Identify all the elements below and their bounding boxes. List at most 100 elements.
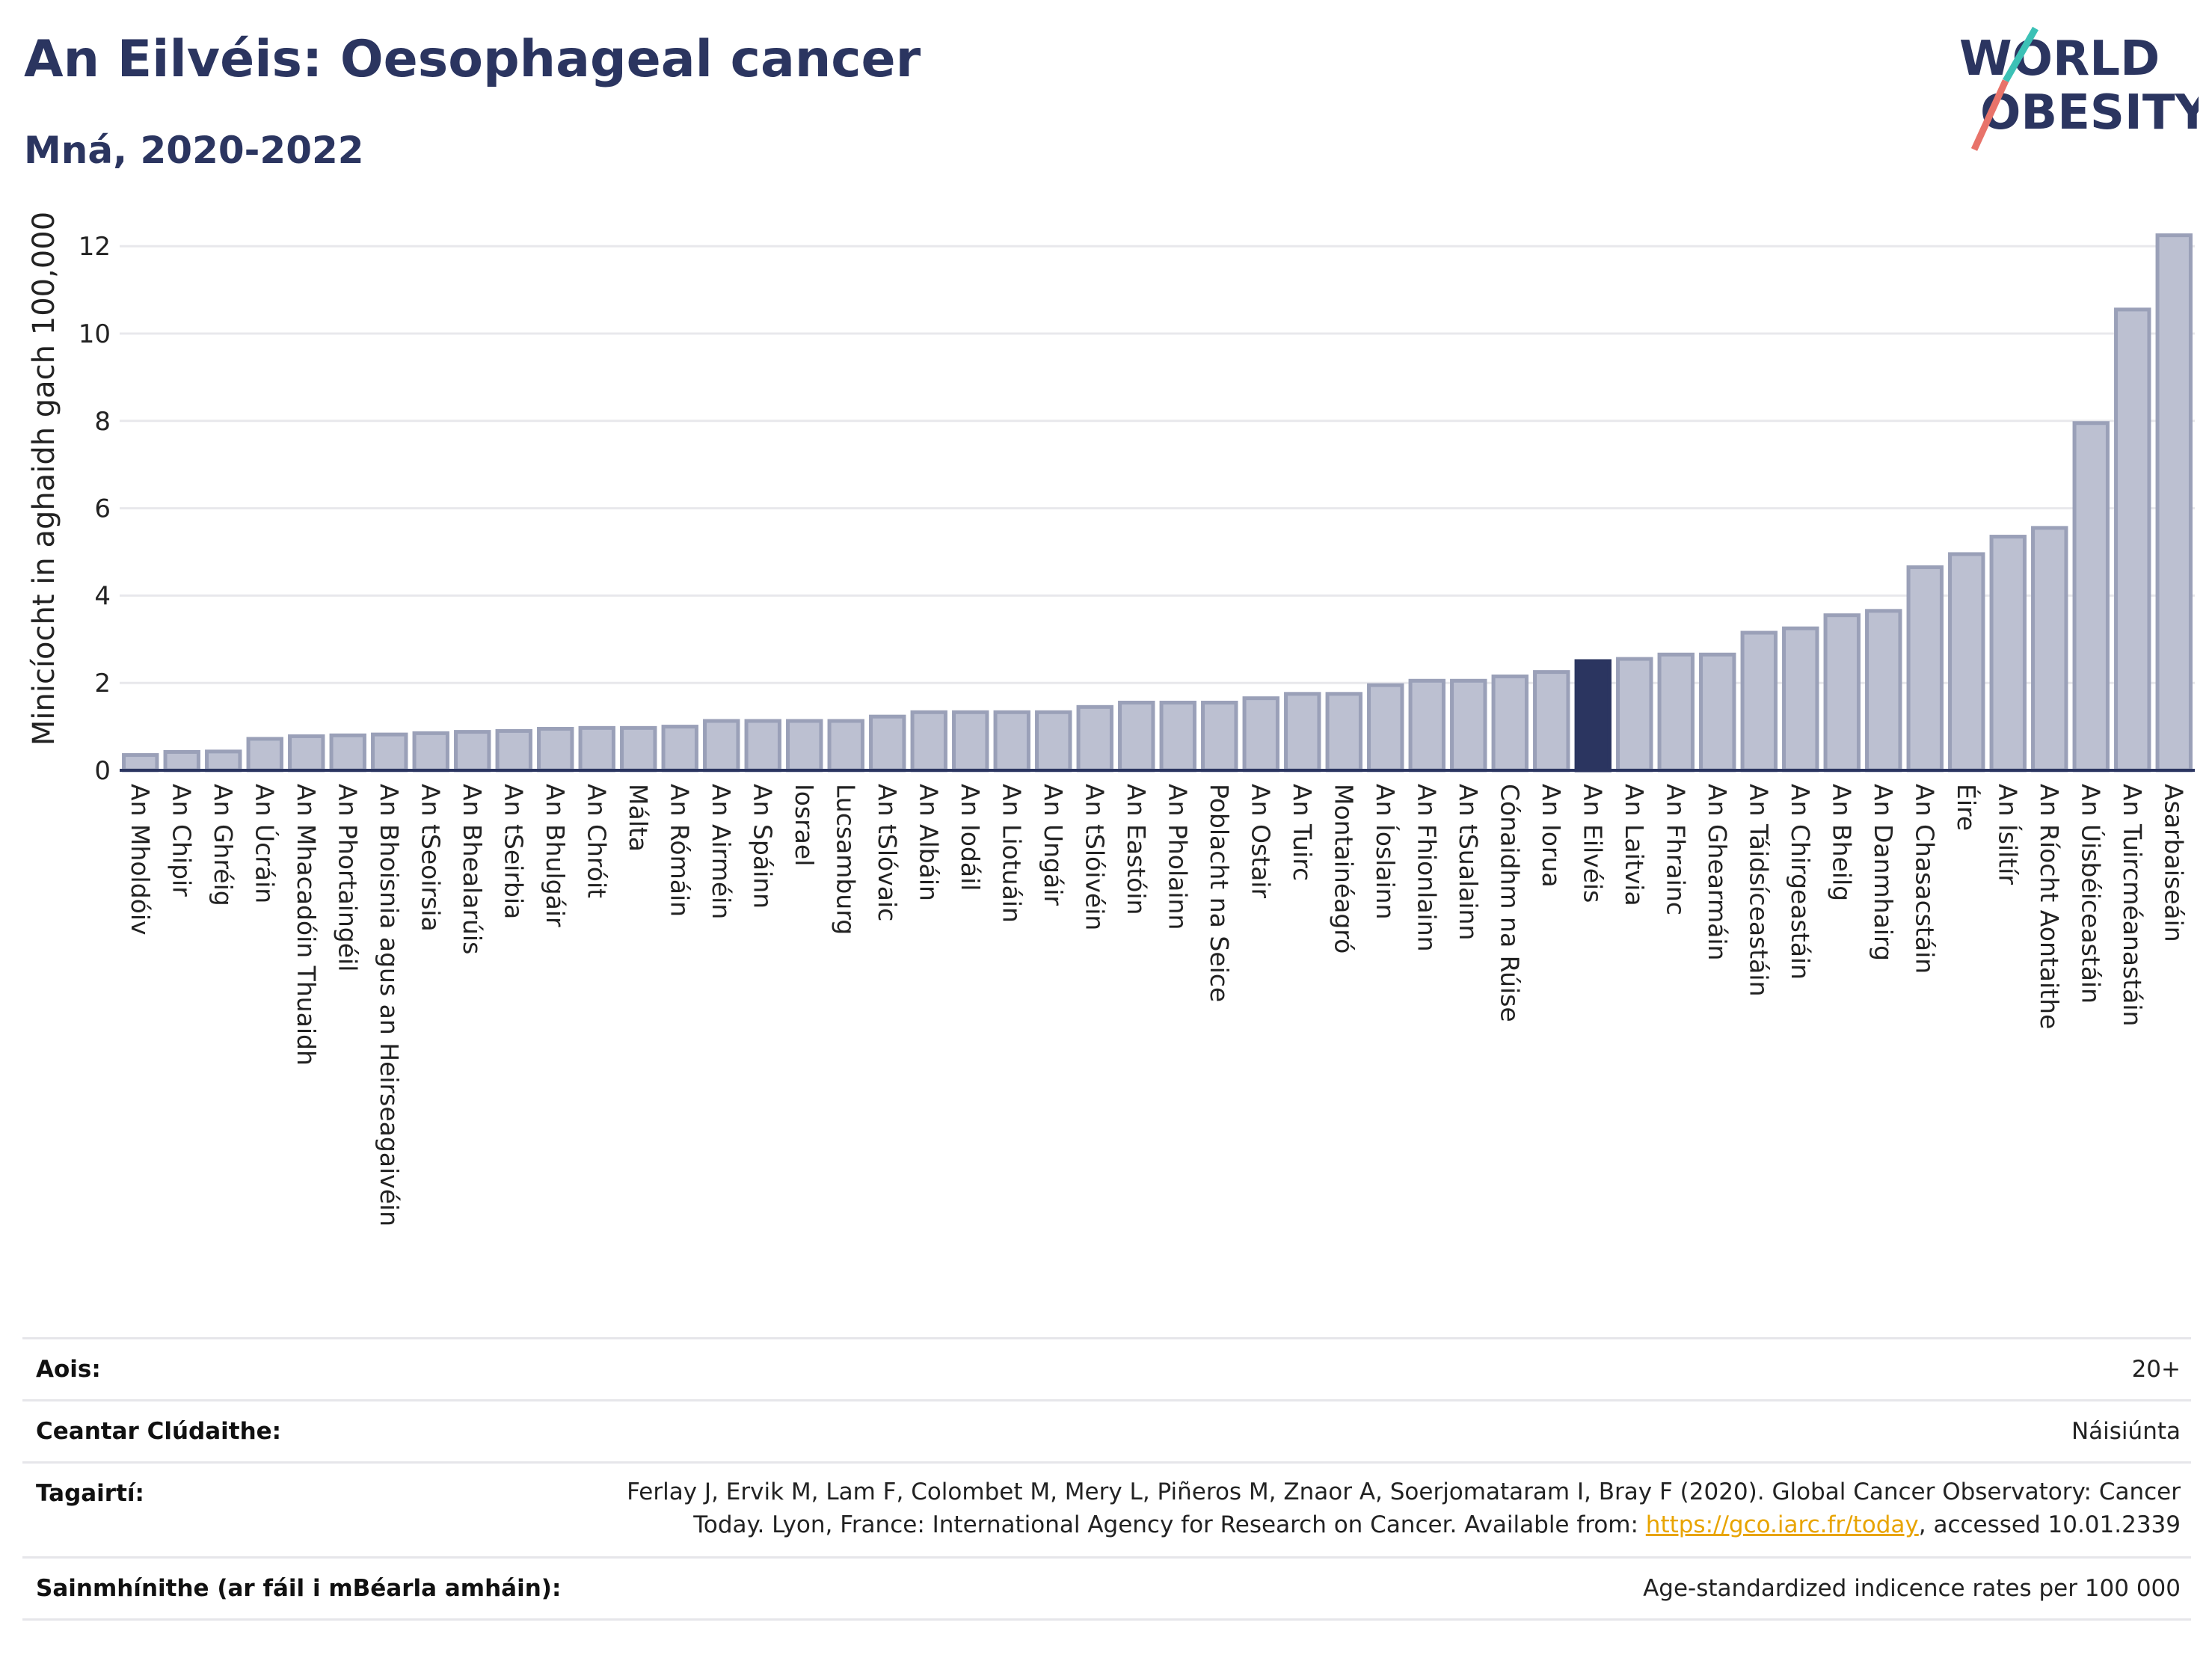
x-tick-label: An Iodáil	[956, 784, 985, 891]
x-tick-label: An Ostair	[1246, 784, 1275, 898]
y-tick-label: 0	[94, 756, 111, 786]
x-tick-label: An Pholainn	[1163, 784, 1192, 930]
x-tick-label: An Bhulgáir	[541, 784, 570, 927]
x-tick-label: Éire	[1952, 784, 1982, 831]
footer-key: Sainmhínithe (ar fáil i mBéarla amháin):	[36, 1575, 562, 1602]
bar	[1284, 692, 1321, 773]
bar	[495, 728, 532, 773]
bar	[869, 714, 906, 773]
x-tick-label: An Ghearmáin	[1703, 784, 1732, 960]
bar	[661, 725, 698, 773]
bar	[163, 749, 200, 773]
x-tick-label: An Bheilg	[1827, 784, 1856, 901]
y-tick-label: 6	[94, 494, 111, 524]
x-tick-label: An Íoslainn	[1371, 784, 1401, 919]
bar	[371, 732, 408, 773]
bar	[578, 725, 615, 773]
x-tick-label: An Iorua	[1537, 784, 1566, 888]
x-tick-label: An Liotuáin	[997, 784, 1026, 923]
bar	[1325, 692, 1362, 773]
x-tick-label: An Fhionlainn	[1412, 784, 1441, 952]
x-tick-label: Montainéagró	[1329, 784, 1358, 954]
bar	[1989, 535, 2027, 773]
x-tick-label: Málta	[624, 784, 653, 852]
bar	[1699, 652, 1736, 773]
footer-row-coverage: Ceantar Clúdaithe: Náisiúnta	[22, 1399, 2191, 1461]
bar	[1035, 710, 1072, 773]
bar	[1657, 652, 1695, 773]
bar	[2072, 421, 2110, 773]
x-tick-label: An Chasacstáin	[1910, 784, 1939, 974]
bar	[412, 731, 449, 773]
x-tick-label: An Albáin	[914, 784, 943, 901]
footer-key: Aois:	[36, 1356, 101, 1383]
bar	[1408, 678, 1446, 773]
footer-value: Ferlay J, Ervik M, Lam F, Colombet M, Me…	[627, 1476, 2181, 1541]
footer-row-references: Tagairtí: Ferlay J, Ervik M, Lam F, Colo…	[22, 1461, 2191, 1556]
x-tick-label: An Ísiltír	[1993, 784, 2023, 885]
bar	[2114, 307, 2151, 773]
x-tick-label: An Phortaingéil	[333, 784, 362, 971]
world-obesity-logo: WORLD OBESITY	[1959, 26, 2199, 151]
footer-row-age: Aois: 20+	[22, 1337, 2191, 1399]
x-tick-label: An Úcráin	[250, 784, 280, 903]
bar	[1201, 700, 1238, 773]
x-tick-label: An tSeoirsia	[416, 784, 445, 932]
x-tick-label: Asarbaiseáin	[2159, 784, 2188, 942]
svg-text:OBESITY: OBESITY	[1980, 85, 2199, 141]
x-tick-label: An Bhoisnia agus an Heirseagaivéin	[375, 784, 404, 1226]
bars	[122, 233, 2193, 773]
x-tick-label: An Fhrainc	[1661, 784, 1690, 915]
y-tick-label: 2	[94, 669, 111, 698]
footer-value: Age-standardized indicence rates per 100…	[1643, 1575, 2181, 1602]
y-tick-label: 4	[94, 581, 111, 611]
x-tick-label: An Laitvia	[1620, 784, 1649, 906]
footer-key: Tagairtí:	[36, 1480, 144, 1507]
x-tick-label: Poblacht na Seice	[1205, 784, 1234, 1002]
bar	[910, 710, 947, 773]
bar	[1574, 659, 1612, 773]
bar	[993, 710, 1030, 773]
footer-key: Ceantar Clúdaithe:	[36, 1418, 282, 1445]
x-tick-label: An Ungáir	[1039, 784, 1068, 906]
x-tick-label: An tSualainn	[1454, 784, 1483, 940]
x-tick-label: An Tuirc	[1288, 784, 1317, 881]
bar	[1491, 674, 1529, 773]
x-tick-label: An Airméin	[707, 784, 736, 919]
bar	[952, 710, 989, 773]
page-title: An Eilvéis: Oesophageal cancer	[24, 30, 921, 89]
bar	[1159, 700, 1196, 773]
x-tick-label: An Eastóin	[1122, 784, 1151, 915]
bar	[1076, 704, 1113, 773]
x-tick-label: Lucsamburg	[831, 784, 860, 935]
bar	[786, 719, 823, 773]
x-tick-label: An Táidsíceastáin	[1744, 784, 1773, 996]
x-tick-label: An tSeirbia	[499, 784, 528, 919]
bar	[1865, 609, 1902, 773]
bar	[1782, 626, 1819, 773]
reference-link[interactable]: https://gco.iarc.fr/today	[1645, 1511, 1919, 1538]
bar	[744, 719, 781, 773]
bar	[1906, 565, 1944, 773]
x-tick-label: An Spáinn	[748, 784, 777, 909]
y-axis-label: Minicíocht in aghaidh gach 100,000	[27, 212, 61, 746]
footer-table: Aois: 20+ Ceantar Clúdaithe: Náisiúnta T…	[22, 1337, 2191, 1621]
bar	[537, 727, 574, 773]
x-tick-label: An Úisbéiceastáin	[2076, 784, 2106, 1004]
bar	[1118, 700, 1155, 773]
x-tick-label: Iosrael	[790, 784, 819, 866]
bar	[827, 719, 864, 773]
bar	[1823, 613, 1861, 773]
x-axis-category-labels: An Mholdóiv An Chipir An Ghréig An Úcráin An…	[126, 784, 2189, 1226]
x-tick-label: Cónaidhm na Rúise	[1495, 784, 1524, 1022]
bar	[1948, 552, 1985, 773]
y-axis-ticks: 0 2 4 6 8 10 12	[79, 232, 111, 786]
bar	[1450, 678, 1487, 773]
bar	[246, 737, 283, 773]
page-subtitle: Mná, 2020-2022	[24, 129, 364, 172]
x-tick-label: An Mholdóiv	[126, 784, 155, 936]
y-tick-label: 10	[79, 319, 111, 349]
bar	[1367, 683, 1404, 773]
reference-text: Today. Lyon, France: International Agenc…	[693, 1511, 1646, 1538]
y-tick-label: 8	[94, 407, 111, 437]
